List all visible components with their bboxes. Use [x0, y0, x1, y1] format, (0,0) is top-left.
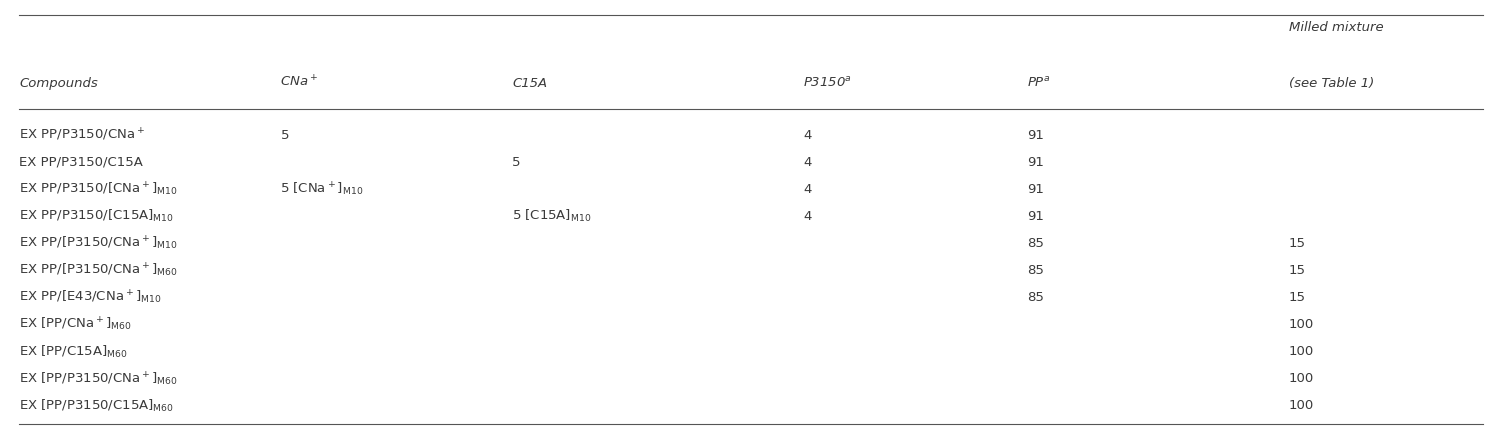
Text: 4: 4 — [804, 183, 811, 196]
Text: 15: 15 — [1289, 237, 1305, 250]
Text: 91: 91 — [1027, 129, 1044, 142]
Text: EX PP/P3150/[CNa$^+$]$_{\rm M10}$: EX PP/P3150/[CNa$^+$]$_{\rm M10}$ — [20, 180, 179, 198]
Text: CNa$^+$: CNa$^+$ — [281, 75, 318, 90]
Text: EX [PP/CNa$^+$]$_{\rm M60}$: EX [PP/CNa$^+$]$_{\rm M60}$ — [20, 316, 132, 333]
Text: 85: 85 — [1027, 237, 1044, 250]
Text: 100: 100 — [1289, 345, 1314, 358]
Text: EX PP/[E43/CNa$^+$]$_{\rm M10}$: EX PP/[E43/CNa$^+$]$_{\rm M10}$ — [20, 289, 162, 306]
Text: P3150$^a$: P3150$^a$ — [804, 76, 852, 90]
Text: EX PP/P3150/C15A: EX PP/P3150/C15A — [20, 156, 143, 169]
Text: EX PP/[P3150/CNa$^+$]$_{\rm M10}$: EX PP/[P3150/CNa$^+$]$_{\rm M10}$ — [20, 235, 179, 252]
Text: EX [PP/C15A]$_{\rm M60}$: EX [PP/C15A]$_{\rm M60}$ — [20, 344, 128, 360]
Text: EX PP/P3150/CNa$^+$: EX PP/P3150/CNa$^+$ — [20, 127, 146, 143]
Text: 15: 15 — [1289, 291, 1305, 304]
Text: 91: 91 — [1027, 156, 1044, 169]
Text: EX [PP/P3150/CNa$^+$]$_{\rm M60}$: EX [PP/P3150/CNa$^+$]$_{\rm M60}$ — [20, 370, 179, 388]
Text: 100: 100 — [1289, 399, 1314, 413]
Text: 4: 4 — [804, 129, 811, 142]
Text: 5 [C15A]$_{\rm M10}$: 5 [C15A]$_{\rm M10}$ — [512, 208, 592, 224]
Text: (see Table 1): (see Table 1) — [1289, 77, 1374, 90]
Text: PP$^a$: PP$^a$ — [1027, 76, 1050, 90]
Text: EX PP/P3150/[C15A]$_{\rm M10}$: EX PP/P3150/[C15A]$_{\rm M10}$ — [20, 208, 174, 224]
Text: 85: 85 — [1027, 264, 1044, 277]
Text: 100: 100 — [1289, 318, 1314, 331]
Text: 5: 5 — [512, 156, 521, 169]
Text: 15: 15 — [1289, 264, 1305, 277]
Text: 91: 91 — [1027, 183, 1044, 196]
Text: 4: 4 — [804, 210, 811, 223]
Text: 85: 85 — [1027, 291, 1044, 304]
Text: EX [PP/P3150/C15A]$_{\rm M60}$: EX [PP/P3150/C15A]$_{\rm M60}$ — [20, 398, 174, 414]
Text: 4: 4 — [804, 156, 811, 169]
Text: 5: 5 — [281, 129, 288, 142]
Text: Compounds: Compounds — [20, 77, 98, 90]
Text: C15A: C15A — [512, 77, 547, 90]
Text: 91: 91 — [1027, 210, 1044, 223]
Text: EX PP/[P3150/CNa$^+$]$_{\rm M60}$: EX PP/[P3150/CNa$^+$]$_{\rm M60}$ — [20, 262, 179, 279]
Text: 100: 100 — [1289, 372, 1314, 385]
Text: Milled mixture: Milled mixture — [1289, 21, 1383, 34]
Text: 5 [CNa$^+$]$_{\rm M10}$: 5 [CNa$^+$]$_{\rm M10}$ — [281, 180, 363, 198]
